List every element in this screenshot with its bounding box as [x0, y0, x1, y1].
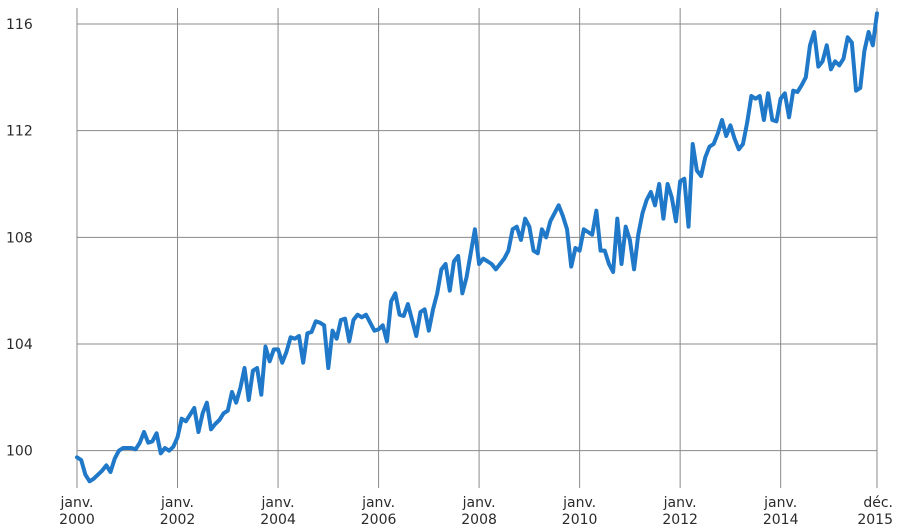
x-tick-label-month: janv.: [361, 495, 395, 511]
x-axis-ticks: janv.2000janv.2002janv.2004janv.2006janv…: [59, 495, 893, 528]
x-tick-label-year: 2014: [763, 512, 799, 528]
x-tick-label-month: janv.: [261, 495, 295, 511]
y-tick-label: 108: [6, 230, 33, 246]
x-tick-label-year: 2004: [260, 512, 296, 528]
x-tick-label-month: janv.: [562, 495, 596, 511]
y-tick-label: 112: [6, 124, 33, 140]
y-tick-label: 116: [6, 17, 33, 33]
x-tick-label-month: janv.: [763, 495, 797, 511]
x-tick-label-month: déc.: [863, 495, 893, 511]
x-tick-label-month: janv.: [663, 495, 697, 511]
x-tick-label-month: janv.: [160, 495, 194, 511]
x-tick-label-year: 2012: [662, 512, 698, 528]
x-tick-label-year: 2000: [59, 512, 95, 528]
series-line: [75, 11, 879, 484]
x-tick-label-year: 2015: [857, 512, 893, 528]
series-layer: [75, 11, 879, 484]
y-axis-ticks: 100 104 108 112 116: [6, 17, 33, 460]
x-tick-label-year: 2010: [562, 512, 598, 528]
x-tick-label-year: 2006: [361, 512, 397, 528]
x-tick-label-month: janv.: [60, 495, 94, 511]
x-tick-label-month: janv.: [462, 495, 496, 511]
x-tick-label-year: 2002: [160, 512, 196, 528]
y-tick-label: 100: [6, 444, 33, 460]
y-tick-label: 104: [6, 337, 33, 353]
x-tick-label-year: 2008: [461, 512, 497, 528]
grid: [76, 8, 878, 488]
